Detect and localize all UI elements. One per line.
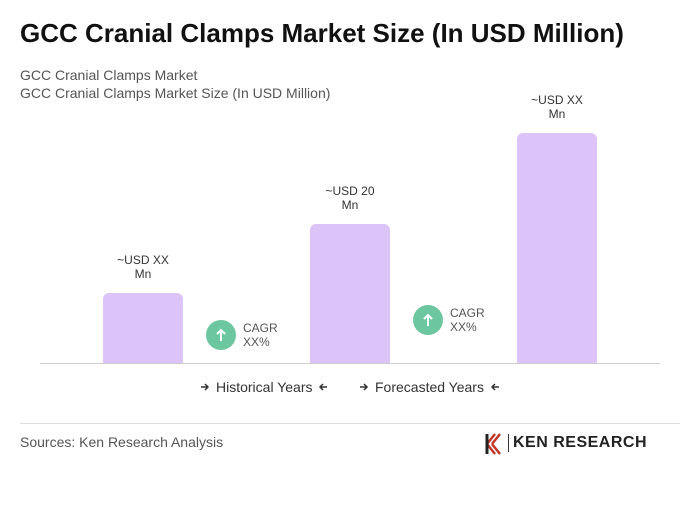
up-arrow [216, 328, 226, 341]
cagr-icon [413, 305, 443, 335]
cagr-label: CAGR XX% [243, 321, 278, 349]
bar [310, 223, 390, 363]
baseline [40, 363, 660, 364]
logo-text: KEN RESEARCH [508, 434, 647, 452]
arrow-icon [318, 383, 327, 391]
chart-title: GCC Cranial Clamps Market Size (In USD M… [20, 18, 624, 48]
arrow-icon [490, 383, 499, 391]
value-label: ~USD 20 Mn [325, 183, 375, 212]
legend-label: Historical Years [216, 379, 313, 395]
subtitle: GCC Cranial Clamps Market [20, 67, 198, 83]
source: Sources: Ken Research Analysis [20, 434, 224, 450]
up-arrow [423, 313, 433, 326]
arrow-icon [360, 383, 369, 391]
value-label: ~USD XX Mn [531, 93, 583, 121]
subtitle: GCC Cranial Clamps Market Size (In USD M… [20, 85, 331, 101]
arrow-icon [201, 383, 210, 391]
logo-icon [485, 433, 501, 455]
cagr-icon [206, 320, 236, 350]
value-label: ~USD XX Mn [117, 253, 169, 282]
cagr-label: CAGR XX% [450, 306, 485, 334]
bar [103, 293, 183, 363]
bar [517, 133, 597, 363]
legend-label: Forecasted Years [375, 379, 484, 395]
divider [20, 423, 680, 424]
